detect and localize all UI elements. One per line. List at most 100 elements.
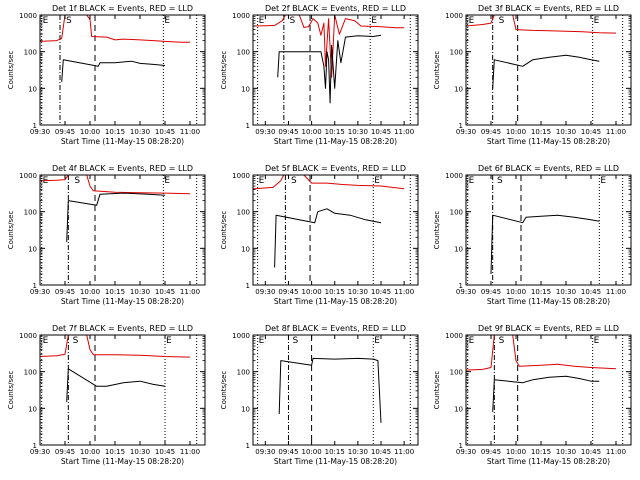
x-axis-label: Start Time (11-May-15 08:28:20) [487,297,610,306]
event-marker-label: E [469,336,475,346]
x-tick-label: 10:15 [105,448,125,456]
y-tick-label: 100 [450,369,463,377]
y-tick-label: 1 [33,122,37,130]
x-tick-label: 10:00 [506,448,526,456]
x-tick-label: 10:45 [581,448,601,456]
series-events-line [274,208,382,268]
panel-title: Det 7f BLACK = Events, RED = LLD [52,324,193,333]
x-tick-label: 10:30 [556,128,576,136]
x-tick-label: 10:30 [556,288,576,296]
panel-title: Det 5f BLACK = Events, RED = LLD [265,164,406,173]
x-tick-label: 09:30 [30,448,50,456]
event-marker-label: E [164,176,170,186]
y-axis-label: Counts/sec [7,371,15,410]
x-tick-label: 10:45 [371,288,391,296]
x-tick-label: 10:00 [80,128,100,136]
x-axis-label: Start Time (11-May-15 08:28:20) [61,297,184,306]
event-marker-label: E [259,336,265,346]
y-tick-label: 10 [454,85,463,93]
x-tick-label: 10:45 [155,288,175,296]
x-tick-label: 10:45 [371,128,391,136]
plot-frame [39,174,206,286]
x-axis-label: Start Time (11-May-15 08:28:20) [274,457,397,466]
panel-title: Det 4f BLACK = Events, RED = LLD [52,164,193,173]
panel-title: Det 2f BLACK = Events, RED = LLD [265,4,406,13]
event-marker-label: S [499,336,505,346]
x-tick-label: 11:00 [606,448,626,456]
series-group [40,175,191,242]
series-group [253,15,405,104]
series-lld-line [253,175,405,190]
event-marker-label: E [259,16,265,26]
y-tick-label: 1000 [19,172,37,180]
x-tick-label: 10:15 [531,448,551,456]
y-tick-label: 100 [450,49,463,57]
x-tick-label: 09:30 [255,448,275,456]
x-tick-label: 10:45 [581,288,601,296]
series-group [253,175,405,268]
x-tick-label: 10:45 [155,448,175,456]
x-tick-label: 09:30 [30,288,50,296]
x-tick-label: 10:30 [348,448,368,456]
x-tick-label: 09:30 [255,128,275,136]
x-axis-label: Start Time (11-May-15 08:28:20) [487,137,610,146]
x-tick-label: 09:30 [255,288,275,296]
panel-title: Det 8f BLACK = Events, RED = LLD [265,324,406,333]
x-axis-label: Start Time (11-May-15 08:28:20) [61,457,184,466]
x-tick-label: 10:45 [581,128,601,136]
x-tick-label: 10:30 [130,448,150,456]
event-marker-label: E [600,176,606,186]
y-tick-label: 100 [237,369,250,377]
event-marker-label: E [166,336,172,346]
x-tick-label: 10:45 [371,448,391,456]
series-events-line [61,59,166,82]
y-axis-label: Counts/sec [220,211,228,250]
x-tick-label: 10:15 [325,448,345,456]
plot-frame [465,334,632,446]
y-tick-label: 1000 [19,332,37,340]
x-tick-label: 09:45 [278,128,298,136]
event-marker-label: S [289,16,295,26]
y-tick-label: 100 [237,49,250,57]
event-marker-label: S [497,176,503,186]
event-marker-label: E [469,16,475,26]
x-tick-label: 10:45 [155,128,175,136]
event-marker-label: S [291,176,297,186]
x-tick-label: 10:30 [556,448,576,456]
y-tick-label: 1 [459,122,463,130]
y-tick-label: 10 [241,85,250,93]
x-tick-label: 10:15 [531,128,551,136]
plot-frame [465,14,632,126]
x-tick-label: 10:00 [506,288,526,296]
x-tick-label: 11:00 [606,288,626,296]
x-tick-label: 10:30 [130,288,150,296]
series-group [490,214,600,275]
x-tick-label: 09:30 [456,128,476,136]
y-tick-label: 10 [454,245,463,253]
x-tick-label: 11:00 [394,448,414,456]
y-tick-label: 1000 [445,12,463,20]
event-marker-label: E [374,336,380,346]
x-tick-label: 10:00 [302,288,322,296]
y-axis-label: Counts/sec [7,211,15,250]
series-lld-line [466,335,617,371]
event-marker-label: E [371,16,377,26]
x-tick-label: 09:45 [55,128,75,136]
y-tick-label: 10 [28,405,37,413]
y-axis-label: Counts/sec [220,371,228,410]
y-tick-label: 1000 [19,12,37,20]
series-group [466,335,617,412]
panel-title: Det 9f BLACK = Events, RED = LLD [478,324,619,333]
y-tick-label: 1000 [232,332,250,340]
y-tick-label: 10 [241,245,250,253]
event-marker-label: E [43,16,49,26]
x-tick-label: 10:00 [80,288,100,296]
event-marker-label: E [43,336,49,346]
series-lld-line [40,15,190,43]
